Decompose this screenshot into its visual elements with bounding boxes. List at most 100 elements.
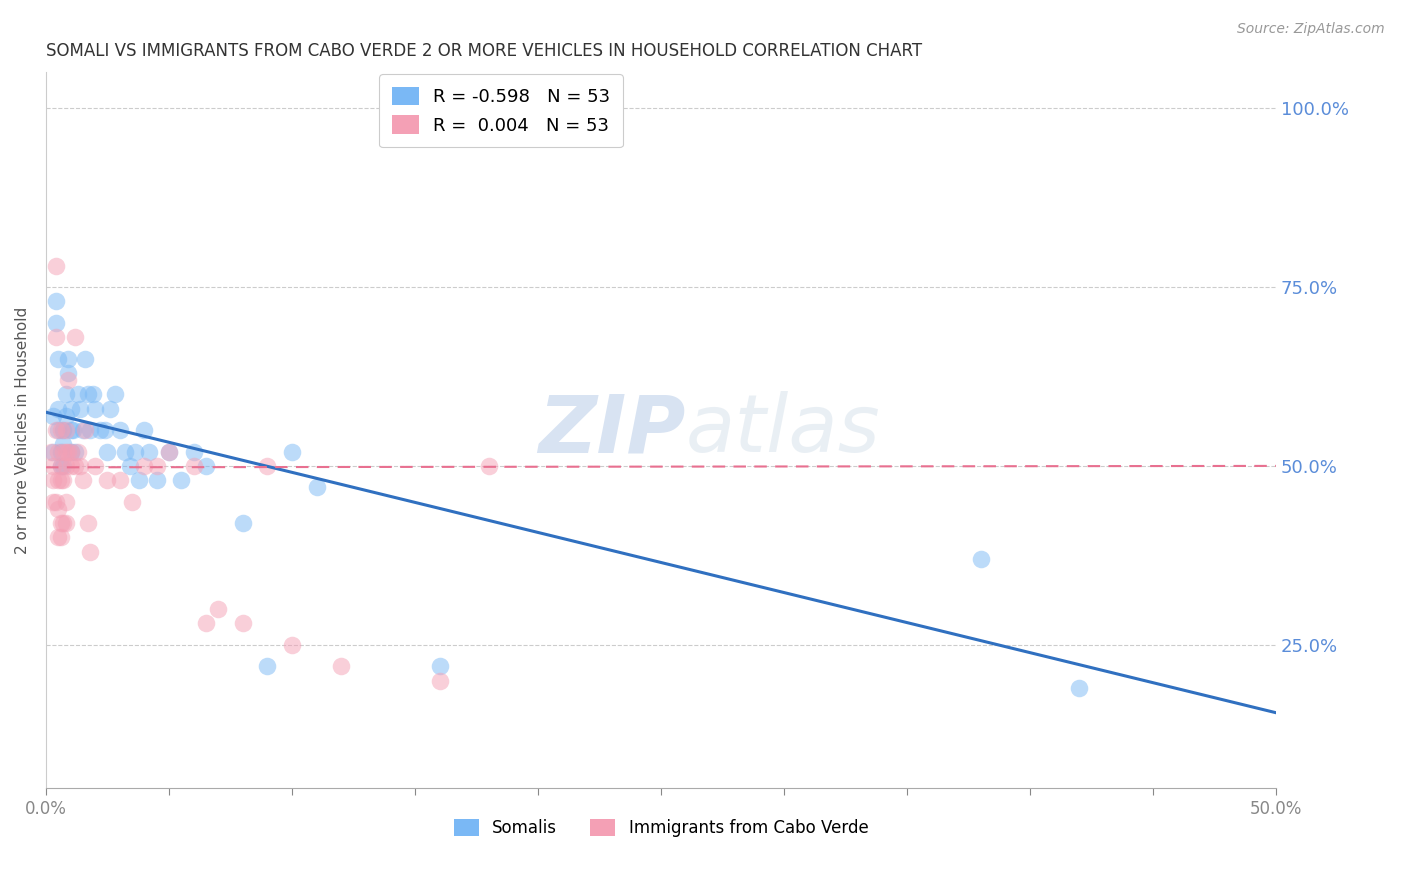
Point (56, 366, 79, 380)
Point (45, 316, 67, 330)
Point (52, 423, 75, 437)
Point (157, 444, 180, 458)
Point (72, 423, 94, 437)
Point (98, 401, 121, 416)
Point (84, 458, 107, 473)
Text: ZIP: ZIP (538, 391, 686, 469)
Point (134, 458, 156, 473)
Point (96, 473, 118, 487)
Point (194, 458, 217, 473)
Point (305, 480, 328, 494)
Point (232, 516, 254, 530)
Point (46, 423, 69, 437)
Point (42, 409, 65, 423)
Point (55, 387, 77, 401)
Point (82, 387, 104, 401)
Point (170, 473, 193, 487)
Point (49, 444, 72, 458)
Point (134, 423, 156, 437)
Point (429, 659, 451, 673)
Point (69, 458, 91, 473)
Point (46, 444, 69, 458)
Point (157, 444, 180, 458)
Point (62, 423, 84, 437)
Point (49, 516, 72, 530)
Point (75, 351, 97, 366)
Point (55, 494, 77, 508)
Point (46, 401, 69, 416)
Point (42, 444, 65, 458)
Point (55, 444, 77, 458)
Point (56, 373, 79, 387)
Point (94, 423, 117, 437)
Point (42, 473, 65, 487)
Point (281, 444, 304, 458)
Point (66, 387, 89, 401)
Point (1069, 681, 1091, 695)
Point (46, 473, 69, 487)
Point (145, 473, 167, 487)
Point (65, 444, 87, 458)
Point (45, 330, 67, 344)
Point (65, 458, 87, 473)
Point (183, 458, 205, 473)
Point (145, 458, 167, 473)
Point (118, 458, 141, 473)
Point (194, 616, 217, 631)
Point (49, 458, 72, 473)
Point (108, 423, 131, 437)
Point (49, 473, 72, 487)
Point (49, 531, 72, 545)
Point (46, 531, 69, 545)
Point (429, 673, 451, 688)
Point (256, 458, 278, 473)
Point (121, 494, 143, 508)
Point (59, 423, 82, 437)
Point (84, 401, 107, 416)
Point (46, 351, 69, 366)
Point (52, 516, 75, 530)
Point (52, 458, 75, 473)
Point (56, 444, 79, 458)
Point (42, 458, 65, 473)
Point (207, 602, 229, 616)
Point (39, 444, 62, 458)
Point (72, 473, 94, 487)
Point (52, 444, 75, 458)
Point (59, 444, 82, 458)
Point (183, 444, 205, 458)
Point (42, 494, 65, 508)
Point (232, 616, 254, 631)
Point (96, 444, 118, 458)
Point (79, 423, 101, 437)
Point (970, 552, 993, 566)
Point (69, 401, 91, 416)
Point (65, 330, 87, 344)
Point (330, 659, 353, 673)
Point (55, 409, 77, 423)
Point (55, 516, 77, 530)
Point (55, 423, 77, 437)
Point (478, 458, 501, 473)
Point (108, 473, 131, 487)
Point (128, 473, 150, 487)
Point (114, 444, 136, 458)
Point (52, 473, 75, 487)
Point (49, 423, 72, 437)
Point (49, 458, 72, 473)
Y-axis label: 2 or more Vehicles in Household: 2 or more Vehicles in Household (15, 307, 30, 554)
Point (45, 423, 67, 437)
Point (75, 423, 97, 437)
Point (256, 659, 278, 673)
Text: atlas: atlas (686, 391, 880, 469)
Point (76, 516, 98, 530)
Point (46, 501, 69, 516)
Point (52, 437, 75, 451)
Point (104, 387, 127, 401)
Point (55, 458, 77, 473)
Point (45, 294, 67, 309)
Point (45, 494, 67, 508)
Point (281, 638, 304, 652)
Point (59, 444, 82, 458)
Point (59, 401, 82, 416)
